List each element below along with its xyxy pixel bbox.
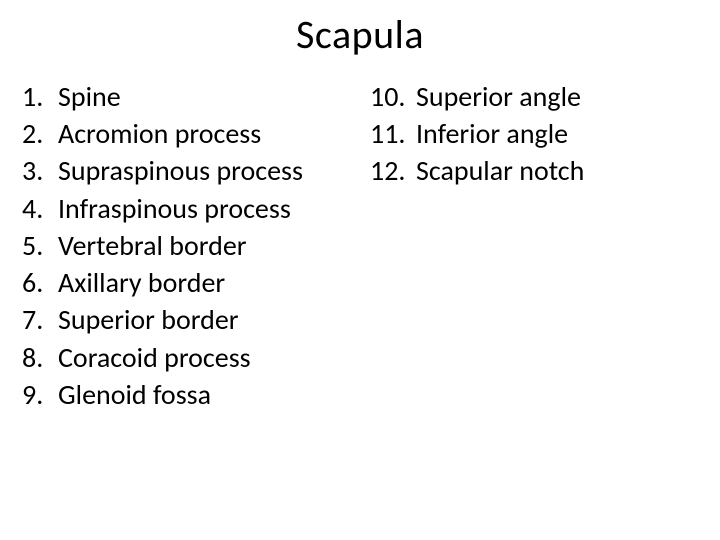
- item-number: 6.: [22, 264, 56, 301]
- right-column: 10. Superior angle 11. Inferior angle 12…: [362, 78, 698, 413]
- item-number: 9.: [22, 376, 56, 413]
- item-label: Infraspinous process: [56, 190, 291, 227]
- item-label: Axillary border: [56, 264, 225, 301]
- item-number: 11.: [370, 115, 414, 152]
- item-label: Supraspinous process: [56, 152, 303, 189]
- list-item: 11. Inferior angle: [370, 115, 698, 152]
- item-number: 1.: [22, 78, 56, 115]
- list-item: 4. Infraspinous process: [22, 190, 362, 227]
- item-number: 12.: [370, 152, 414, 189]
- item-label: Vertebral border: [56, 227, 247, 264]
- item-label: Acromion process: [56, 115, 261, 152]
- list-item: 12. Scapular notch: [370, 152, 698, 189]
- left-column: 1. Spine 2. Acromion process 3. Supraspi…: [22, 78, 362, 413]
- list-item: 2. Acromion process: [22, 115, 362, 152]
- list-item: 9. Glenoid fossa: [22, 376, 362, 413]
- item-number: 10.: [370, 78, 414, 115]
- item-number: 2.: [22, 115, 56, 152]
- item-number: 8.: [22, 339, 56, 376]
- item-label: Inferior angle: [414, 115, 568, 152]
- item-number: 7.: [22, 301, 56, 338]
- item-label: Coracoid process: [56, 339, 251, 376]
- list-item: 1. Spine: [22, 78, 362, 115]
- list-item: 7. Superior border: [22, 301, 362, 338]
- list-item: 8. Coracoid process: [22, 339, 362, 376]
- item-label: Superior angle: [414, 78, 581, 115]
- item-label: Glenoid fossa: [56, 376, 211, 413]
- slide: Scapula 1. Spine 2. Acromion process 3. …: [0, 0, 720, 540]
- item-label: Superior border: [56, 301, 239, 338]
- item-number: 3.: [22, 152, 56, 189]
- list-item: 3. Supraspinous process: [22, 152, 362, 189]
- item-label: Spine: [56, 78, 121, 115]
- list-item: 10. Superior angle: [370, 78, 698, 115]
- slide-title: Scapula: [0, 10, 720, 59]
- list-item: 6. Axillary border: [22, 264, 362, 301]
- list-item: 5. Vertebral border: [22, 227, 362, 264]
- item-label: Scapular notch: [414, 152, 584, 189]
- item-number: 5.: [22, 227, 56, 264]
- list-columns: 1. Spine 2. Acromion process 3. Supraspi…: [22, 78, 698, 413]
- item-number: 4.: [22, 190, 56, 227]
